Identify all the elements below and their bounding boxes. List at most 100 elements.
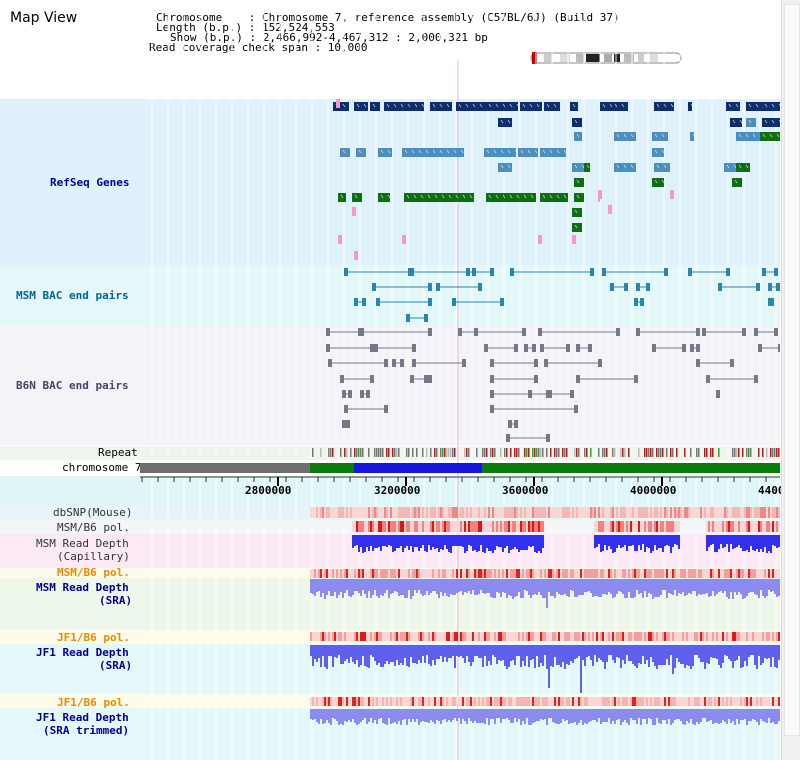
track-label-msm-b6-pol[interactable]: MSM/B6 pol.: [57, 521, 130, 534]
repeat-element: [656, 448, 658, 457]
polymorphism-cell: [762, 697, 764, 706]
polymorphism-cell: [410, 507, 412, 518]
polymorphism-cell: [458, 697, 460, 706]
track-label-jf1-read-depth-sra[interactable]: JF1 Read Depth: [36, 646, 129, 659]
gene-strand-mark: [439, 149, 443, 154]
repeat-element: [514, 448, 516, 457]
track-label-dbsnp[interactable]: dbSNP(Mouse): [53, 506, 133, 519]
repeat-element: [650, 448, 652, 457]
scroll-thumb[interactable]: [784, 4, 800, 736]
polymorphism-cell: [332, 632, 334, 641]
repeat-element: [408, 448, 410, 457]
polymorphism-cell: [650, 632, 652, 641]
repeat-element: [562, 448, 564, 457]
read-depth-bar: [332, 709, 334, 718]
track-label-refseq[interactable]: RefSeq Genes: [50, 176, 130, 189]
track-label-b6n-bac[interactable]: B6N BAC end pairs: [16, 379, 129, 392]
polymorphism-cell: [676, 521, 678, 532]
read-depth-bar: [642, 645, 644, 656]
repeat-element: [542, 448, 544, 457]
repeat-element: [394, 448, 396, 457]
polymorphism-cell: [764, 569, 766, 578]
bac-end: [342, 420, 346, 428]
repeat-element: [524, 448, 526, 457]
polymorphism-cell: [590, 507, 592, 518]
polymorphism-cell: [386, 521, 388, 532]
read-depth-bar: [720, 579, 722, 591]
polymorphism-cell: [326, 632, 328, 641]
track-label-jf1-read-depth-trimmed[interactable]: JF1 Read Depth: [36, 711, 129, 724]
read-depth-bar: [496, 579, 498, 592]
read-depth-bar: [366, 645, 368, 667]
msm-bac-band: [0, 265, 780, 325]
track-label-repeat[interactable]: Repeat: [98, 446, 138, 459]
polymorphism-cell: [486, 521, 488, 532]
polymorphism-cell: [710, 697, 712, 706]
read-depth-bar: [590, 579, 592, 593]
gene-strand-mark: [488, 103, 492, 108]
bac-end: [540, 344, 544, 352]
read-depth-bar: [656, 535, 658, 550]
read-depth-bar: [774, 579, 776, 594]
polymorphism-cell: [402, 521, 404, 532]
read-depth-bar: [670, 709, 672, 725]
read-depth-bar: [396, 535, 398, 548]
read-depth-bar: [434, 579, 436, 591]
vertical-scrollbar[interactable]: [781, 0, 800, 760]
read-depth-bar: [310, 645, 312, 656]
polymorphism-cell: [384, 569, 386, 578]
read-depth-bar: [774, 535, 776, 546]
read-depth-bar: [464, 579, 466, 592]
polymorphism-cell: [478, 632, 480, 641]
read-depth-bar: [770, 579, 772, 592]
bac-end: [754, 375, 758, 383]
genome-track-canvas[interactable]: [140, 0, 780, 760]
track-label-msm-read-depth-sra[interactable]: MSM Read Depth: [36, 581, 129, 594]
repeat-element: [776, 448, 778, 457]
read-depth-bar: [362, 579, 364, 590]
read-depth-bar: [486, 645, 488, 666]
read-depth-bar: [606, 709, 608, 722]
polymorphism-cell: [742, 569, 744, 578]
polymorphism-cell: [598, 521, 600, 532]
polymorphism-cell: [718, 697, 720, 706]
polymorphism-cell: [614, 507, 616, 518]
polymorphism-cell: [746, 507, 748, 518]
read-depth-bar: [658, 645, 660, 665]
polymorphism-cell: [610, 521, 612, 532]
polymorphism-cell: [440, 632, 442, 641]
bac-end: [534, 359, 538, 367]
gene-feature: [544, 102, 560, 111]
read-depth-bar: [470, 709, 472, 721]
repeat-element: [604, 448, 606, 457]
track-label-chromosome[interactable]: chromosome 7: [62, 461, 142, 474]
track-label-msm-read-depth-capillary[interactable]: MSM Read Depth: [36, 537, 129, 550]
track-label-jf1-b6-pol-2[interactable]: JF1/B6 pol.: [57, 696, 130, 709]
polymorphism-cell: [556, 507, 558, 518]
read-depth-bar: [464, 535, 466, 553]
track-label-msm-b6-pol-2[interactable]: MSM/B6 pol.: [57, 566, 130, 579]
polymorphism-cell: [528, 697, 530, 706]
gene-strand-mark: [411, 149, 415, 154]
read-depth-bar: [328, 709, 330, 723]
read-depth-bar: [678, 645, 680, 662]
polymorphism-cell: [408, 632, 410, 641]
gene-strand-mark: [420, 194, 424, 199]
read-depth-bar: [706, 709, 708, 722]
gene-feature: [746, 102, 762, 111]
bac-end: [774, 268, 778, 276]
polymorphism-cell: [340, 569, 342, 578]
polymorphism-cell: [756, 569, 758, 578]
polymorphism-cell: [582, 569, 584, 578]
read-depth-bar: [318, 579, 320, 591]
polymorphism-cell: [562, 632, 564, 641]
read-depth-bar: [562, 645, 564, 662]
polymorphism-cell: [572, 697, 574, 706]
polymorphism-cell: [448, 697, 450, 706]
polymorphism-cell: [532, 569, 534, 578]
track-label-jf1-b6-pol[interactable]: JF1/B6 pol.: [57, 631, 130, 644]
read-depth-bar: [524, 535, 526, 550]
read-depth-bar: [668, 579, 670, 593]
track-label-msm-bac[interactable]: MSM BAC end pairs: [16, 289, 129, 302]
repeat-element: [732, 448, 734, 457]
